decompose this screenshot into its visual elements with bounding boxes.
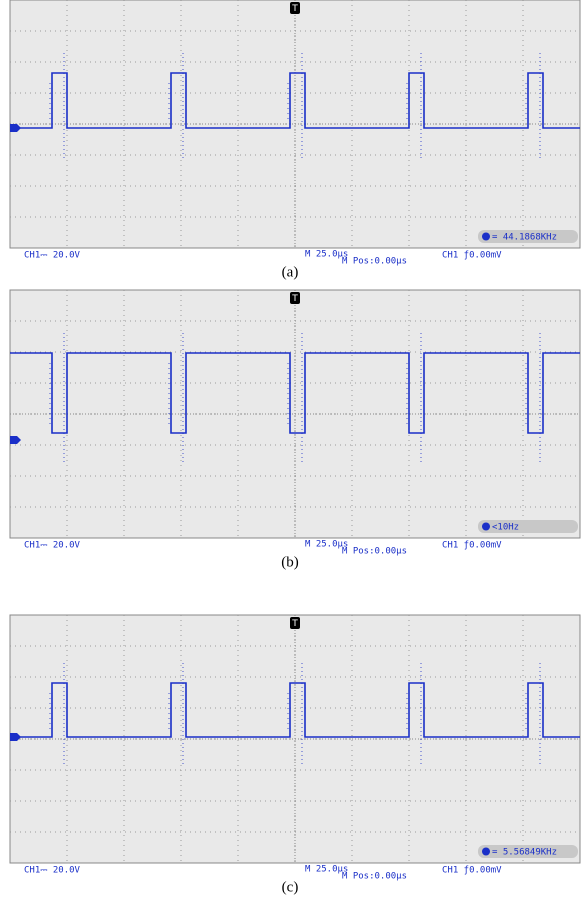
trigger-readout: CH1 ƒ0.00mV	[442, 541, 502, 551]
position-readout: M Pos:0.00μs	[342, 547, 407, 557]
caption: (b)	[281, 554, 299, 570]
frequency-readout: = 5.56849KHz	[492, 848, 557, 858]
caption: (a)	[282, 264, 299, 280]
trigger-readout: CH1 ƒ0.00mV	[442, 251, 502, 261]
trigger-marker-label: T	[291, 619, 298, 629]
channel-readout: CH1⎓ 20.0V	[24, 866, 81, 876]
frequency-readout: <10Hz	[492, 523, 519, 533]
frequency-icon	[482, 523, 490, 531]
caption: (c)	[282, 879, 299, 895]
position-readout: M Pos:0.00μs	[342, 257, 407, 267]
trigger-readout: CH1 ƒ0.00mV	[442, 866, 502, 876]
channel-readout: CH1⎓ 20.0V	[24, 251, 81, 261]
frequency-icon	[482, 233, 490, 241]
position-readout: M Pos:0.00μs	[342, 872, 407, 882]
trigger-marker-label: T	[291, 294, 298, 304]
frequency-readout: = 44.1868KHz	[492, 233, 557, 243]
frequency-icon	[482, 848, 490, 856]
trigger-marker-label: T	[291, 4, 298, 14]
figure: T= 44.1868KHzCH1⎓ 20.0VM 25.0μsM Pos:0.0…	[0, 0, 581, 910]
channel-readout: CH1⎓ 20.0V	[24, 541, 81, 551]
